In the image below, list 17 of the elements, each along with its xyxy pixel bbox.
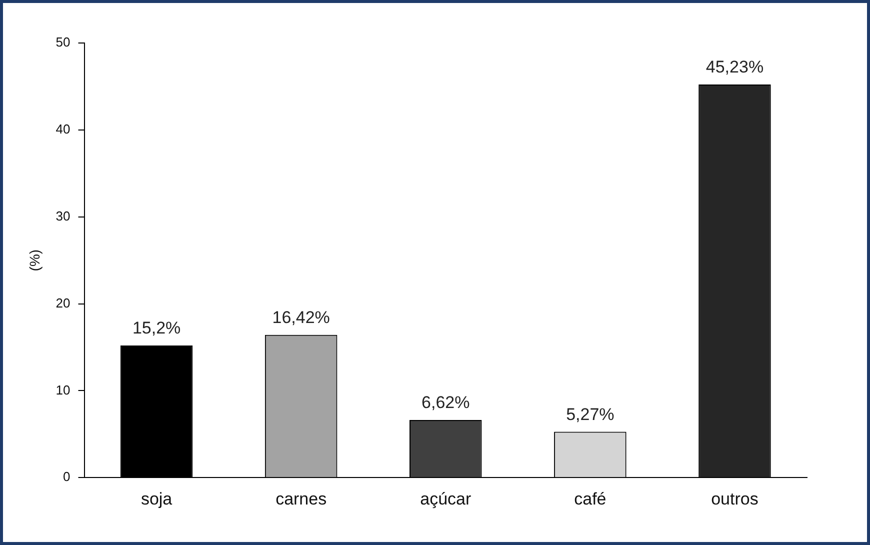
data-label: 15,2% [132,318,181,338]
data-label: 6,62% [422,393,470,412]
x-tick-label: soja [140,489,173,508]
y-tick-label: 40 [56,122,70,136]
y-tick-label: 20 [56,295,70,310]
y-tick-label: 0 [63,469,70,484]
x-tick-label: açúcar [420,489,472,508]
data-label: 45,23% [706,58,764,77]
x-tick-label: café [574,489,606,508]
x-tick-label: carnes [276,489,327,508]
y-tick-label: 10 [56,382,70,398]
y-axis-title: (%) [26,249,42,272]
x-tick-label: outros [711,489,758,508]
y-tick-label: 30 [56,208,70,224]
y-tick-label: 50 [56,34,70,50]
data-label: 16,42% [272,308,330,328]
data-label: 5,27% [566,404,614,424]
